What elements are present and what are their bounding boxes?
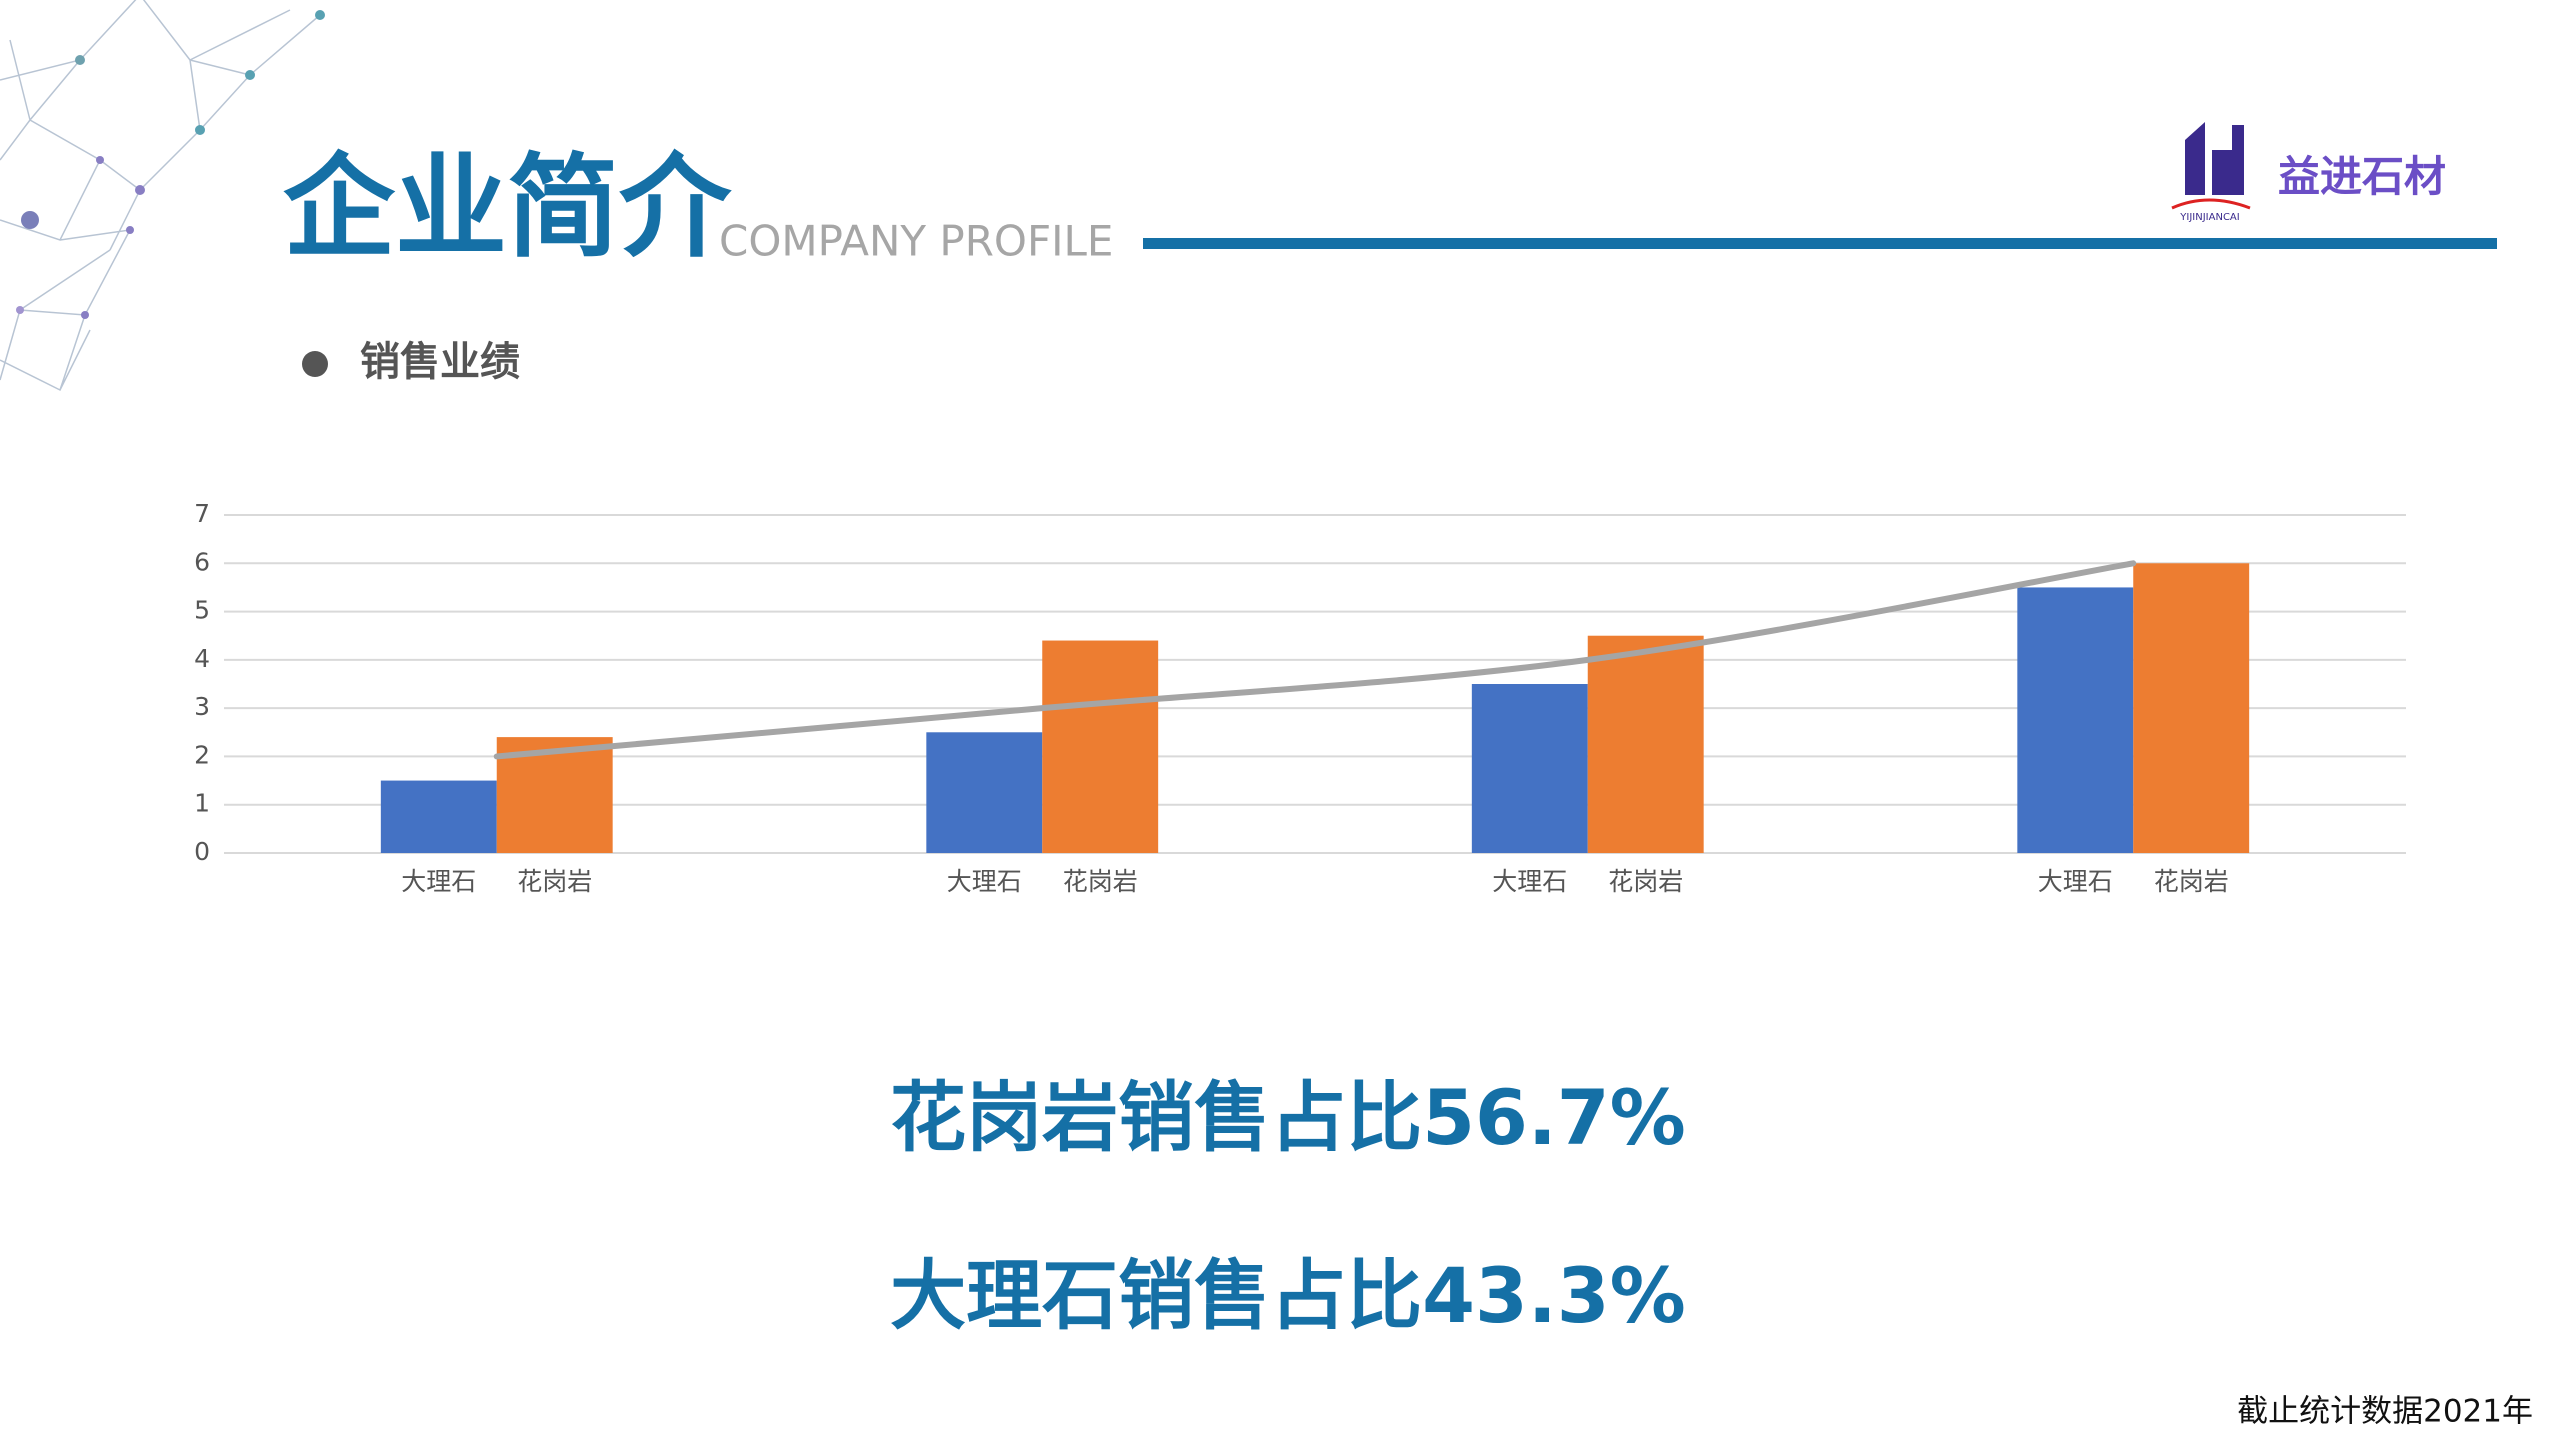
bar xyxy=(1587,635,1704,853)
brand-name: 益进石材 xyxy=(2278,152,2446,201)
bar-label: 花岗岩 xyxy=(1608,867,1683,896)
y-tick-label: 2 xyxy=(194,740,210,769)
bullet xyxy=(302,351,328,377)
bar xyxy=(926,732,1043,853)
bar xyxy=(1471,684,1588,853)
y-tick-label: 3 xyxy=(194,692,210,721)
summary-line: 大理石销售占比43.3% xyxy=(890,1251,1686,1340)
y-tick-label: 1 xyxy=(194,789,210,818)
bar-label: 花岗岩 xyxy=(2154,867,2229,896)
bar-label: 大理石 xyxy=(2038,867,2113,896)
page-title: 企业简介 xyxy=(283,143,732,273)
footnote: 截止统计数据2021年 xyxy=(2237,1394,2533,1430)
bar-label: 花岗岩 xyxy=(1063,867,1138,896)
bar xyxy=(2017,587,2134,853)
brand-logo: YIJINJIANCAI 益进石材 xyxy=(2171,122,2446,223)
y-tick-label: 5 xyxy=(194,596,210,625)
section-title: 销售业绩 xyxy=(360,339,520,385)
header-rule xyxy=(1143,238,2497,249)
bar-label: 大理石 xyxy=(947,867,1022,896)
trend-line xyxy=(493,560,2137,760)
summary-line: 花岗岩销售占比56.7% xyxy=(890,1073,1686,1162)
bar xyxy=(1042,640,1159,853)
y-tick-label: 0 xyxy=(194,837,210,866)
chart: 0 1 2 3 4 5 6 7 大理石 花岗岩 大理石 花岗岩 大理石 花岗岩 大理石 花岗岩 xyxy=(194,499,2406,896)
page-subtitle: COMPANY PROFILE xyxy=(719,217,1113,266)
brand-tag: YIJINJIANCAI xyxy=(2179,212,2239,223)
bar xyxy=(2133,563,2250,853)
bar-label: 花岗岩 xyxy=(517,867,592,896)
y-tick-label: 7 xyxy=(194,499,210,528)
y-tick-label: 4 xyxy=(194,644,210,673)
bar-label: 大理石 xyxy=(401,867,476,896)
bar-label: 大理石 xyxy=(1492,867,1567,896)
y-tick-label: 6 xyxy=(194,547,210,576)
network-decoration xyxy=(0,0,325,392)
bar xyxy=(380,780,497,853)
